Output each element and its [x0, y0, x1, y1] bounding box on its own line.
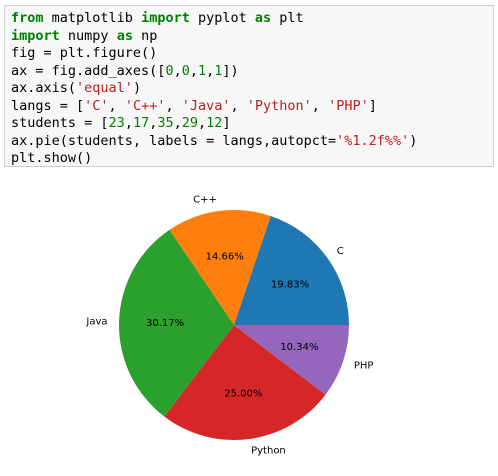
code-cell: from matplotlib import pyplot as plt impo…: [4, 5, 494, 167]
slice-label: C: [337, 246, 344, 257]
code-line: plt.show(): [11, 150, 93, 166]
code-line: ax.pie(students, labels = langs,autopct=…: [11, 132, 418, 149]
pct-label: 10.34%: [280, 342, 318, 353]
slice-label: Python: [251, 445, 286, 456]
code-line: from matplotlib import pyplot as plt: [11, 10, 304, 26]
pie-slice: [119, 229, 234, 417]
slice-label: PHP: [354, 360, 374, 371]
slice-label: C++: [193, 195, 217, 206]
pct-label: 14.66%: [206, 252, 244, 263]
code-line: langs = ['C', 'C++', 'Java', 'Python', '…: [11, 97, 377, 114]
pie-slice: [164, 325, 326, 440]
pie-slice: [234, 325, 349, 395]
pie-slice: [234, 216, 349, 325]
pct-label: 19.83%: [271, 280, 309, 291]
code-line: students = [23,17,35,29,12]: [11, 115, 231, 131]
code-line: ax.axis('equal'): [11, 80, 142, 96]
code-line: fig = plt.figure(): [11, 45, 158, 61]
slice-label: Java: [85, 317, 107, 328]
pie-slice: [169, 210, 271, 325]
code-line: ax = fig.add_axes([0,0,1,1]): [11, 62, 239, 79]
pct-label: 25.00%: [224, 388, 262, 399]
pct-label: 30.17%: [146, 318, 184, 329]
code-line: import numpy as np: [11, 27, 158, 44]
